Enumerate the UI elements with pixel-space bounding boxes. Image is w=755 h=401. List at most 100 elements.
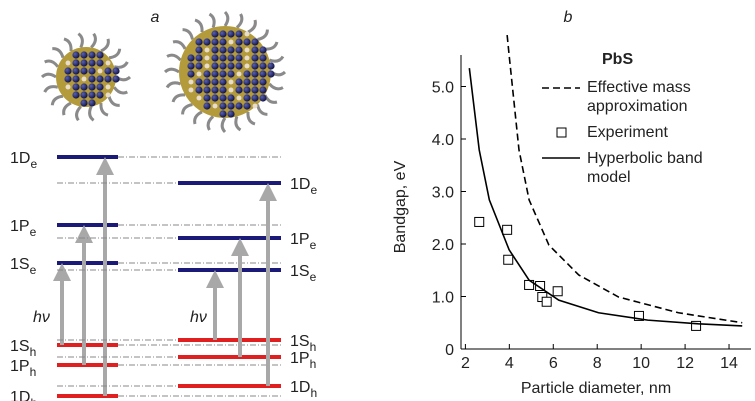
atom [88, 59, 96, 67]
point [502, 224, 513, 235]
atom [81, 76, 87, 82]
level-name: 1P [290, 350, 310, 367]
arrow-head [75, 225, 93, 243]
atom [105, 92, 111, 98]
ligand [268, 82, 284, 91]
atom [211, 54, 219, 62]
ligand [165, 81, 182, 89]
atom [211, 86, 219, 94]
atom [211, 46, 219, 54]
arrow-head [96, 157, 114, 175]
atom [251, 94, 259, 102]
atom [219, 86, 227, 94]
level-sub: h [310, 386, 317, 400]
ligand [113, 61, 129, 69]
panel-label: a [151, 9, 160, 26]
atom [227, 94, 235, 102]
atom [203, 38, 211, 46]
level-label: 1De [290, 176, 317, 197]
ligand [264, 41, 279, 51]
ligand [112, 86, 128, 95]
ligand [208, 12, 216, 29]
ligand [90, 32, 97, 49]
atom [88, 83, 96, 91]
atom [243, 70, 251, 78]
atom [227, 70, 235, 78]
atom [80, 99, 88, 107]
series-line [468, 68, 743, 327]
ligand [50, 94, 64, 106]
level-name: 1D [290, 176, 310, 193]
level-sub: e [30, 225, 37, 239]
atom [267, 62, 275, 70]
ligand [62, 101, 72, 116]
atom [211, 78, 219, 86]
x-tick-label: 10 [632, 355, 650, 372]
atom [88, 91, 96, 99]
ligand [263, 94, 278, 104]
legend-label: Experiment [587, 124, 668, 141]
level-sub: e [310, 238, 317, 252]
atom [243, 86, 251, 94]
ligand [246, 111, 256, 126]
atom [65, 60, 71, 66]
atom [72, 91, 80, 99]
level-label: 1Se [290, 263, 317, 284]
atom [80, 67, 88, 75]
atom [97, 68, 103, 74]
atom [203, 78, 211, 86]
atom [228, 87, 234, 93]
atom [212, 103, 218, 109]
atom [227, 62, 235, 70]
atom [235, 46, 243, 54]
atom [235, 102, 243, 110]
ligand [234, 115, 242, 132]
atom [243, 78, 251, 86]
atom [227, 102, 235, 110]
atom [88, 75, 96, 83]
ligand [99, 102, 109, 117]
panel-a: 1De1Pe1Se1Sh1Ph1Dhhν1De1Pe1Se1Sh1Ph1Dhhν [10, 10, 317, 401]
photon-label: hν [190, 309, 207, 326]
atom [251, 46, 259, 54]
atom [259, 86, 267, 94]
ligand [63, 37, 73, 52]
level-name: 1P [10, 358, 30, 375]
photon-label: hν [33, 309, 50, 326]
ligand [268, 55, 285, 63]
level-label: 1De [10, 150, 37, 171]
atom [211, 30, 219, 38]
atom [195, 38, 203, 46]
point [535, 281, 546, 291]
ligand [77, 32, 84, 49]
atom [204, 55, 210, 61]
atom [259, 62, 267, 70]
ligand [182, 28, 194, 40]
atom [251, 78, 259, 86]
ligand [75, 105, 82, 122]
atom [211, 38, 219, 46]
atom [219, 78, 227, 86]
arrow-head [259, 183, 277, 201]
legend-title: PbS [602, 51, 634, 68]
atom [195, 86, 203, 94]
level-sub: e [310, 270, 317, 284]
atom [219, 110, 227, 118]
atom [243, 94, 251, 102]
x-tick-label: 12 [676, 355, 694, 372]
level-name: 1P [290, 231, 310, 248]
atom [204, 47, 210, 53]
atom [211, 62, 219, 70]
y-tick-label: 3.0 [432, 185, 454, 202]
level-sub: h [30, 396, 37, 401]
atom [228, 39, 234, 45]
ligand [247, 19, 257, 34]
x-tick-label: 14 [720, 355, 738, 372]
atom [204, 63, 210, 69]
y-tick-label: 4.0 [432, 132, 454, 149]
ligand [43, 85, 59, 93]
arrow-head [206, 270, 224, 288]
legend-label: Effective mass approximation [587, 79, 691, 115]
point [552, 286, 563, 297]
